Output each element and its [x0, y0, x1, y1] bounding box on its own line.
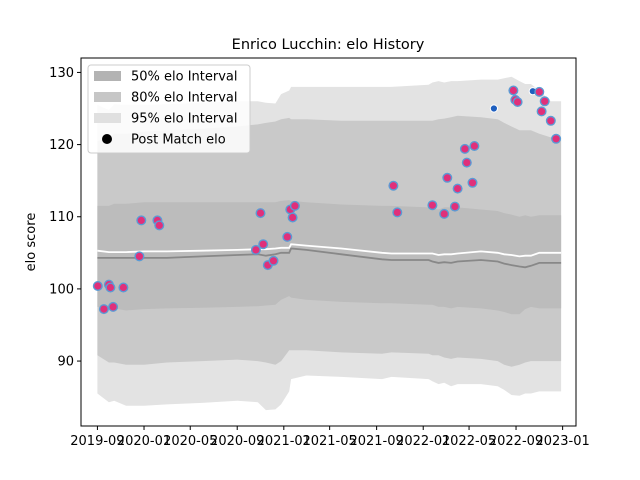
median-line: [97, 247, 562, 269]
y-axis: 90 100 110 120 130: [49, 66, 81, 370]
x-tick-label: 2021-05: [302, 434, 356, 449]
legend-box: [87, 64, 251, 154]
legend-swatch: [94, 113, 121, 123]
post-match-point: [105, 282, 116, 293]
legend-marker: [102, 134, 112, 144]
post-match-point: [134, 251, 145, 262]
post-match-point: [98, 304, 109, 315]
x-tick-label: 2020-01: [117, 434, 171, 449]
x-tick-label: 2022-05: [442, 434, 496, 449]
x-tick-label: 2022-09: [489, 434, 543, 449]
y-tick-label: 110: [49, 210, 74, 225]
x-axis: 2019-092020-012020-052020-092021-012021-…: [70, 426, 590, 449]
chart-title: Enrico Lucchin: elo History: [232, 37, 425, 53]
post-match-point: [469, 140, 480, 151]
y-axis-label: elo score: [24, 213, 39, 272]
y-tick-label: 120: [49, 138, 74, 153]
post-match-point: [551, 133, 562, 144]
band-50: [97, 200, 562, 315]
post-match-point: [534, 86, 545, 97]
legend: 50% elo Interval 80% elo Interval 95% elo …: [87, 64, 251, 154]
post-match-point: [118, 282, 129, 293]
post-match-point: [136, 215, 147, 226]
post-match-point: [512, 96, 523, 107]
post-match-point: [258, 239, 269, 250]
x-tick-label: 2020-05: [163, 434, 217, 449]
post-match-point: [268, 255, 279, 266]
legend-swatch: [94, 92, 121, 102]
plot-area: [92, 76, 562, 411]
post-match-point: [108, 301, 119, 312]
post-match-point: [489, 104, 498, 113]
x-tick-label: 2021-09: [349, 434, 403, 449]
post-match-point: [461, 157, 472, 168]
y-tick-label: 130: [49, 66, 74, 81]
plot-frame: [80, 57, 577, 427]
post-match-point: [536, 106, 547, 117]
post-match-point: [439, 208, 450, 219]
y-tick-label: 100: [49, 282, 74, 297]
mean-line: [97, 243, 562, 258]
post-match-point: [449, 201, 460, 212]
post-match-point: [287, 212, 298, 223]
post-match-point: [442, 172, 453, 183]
post-match-point: [539, 96, 550, 107]
post-match-point: [92, 281, 103, 292]
x-tick-label: 2023-01: [535, 434, 589, 449]
legend-label: 50% elo Interval: [131, 70, 238, 85]
post-match-point: [392, 207, 403, 218]
post-match-point: [508, 85, 519, 96]
post-match-point: [545, 115, 556, 126]
post-match-point: [255, 208, 266, 219]
x-tick-label: 2020-09: [210, 434, 264, 449]
post-match-point: [452, 183, 463, 194]
x-tick-label: 2022-01: [396, 434, 450, 449]
post-match-point: [250, 244, 261, 255]
post-match-point: [467, 177, 478, 188]
legend-label: 95% elo Interval: [131, 112, 238, 127]
post-match-point: [154, 220, 165, 231]
legend-label: Post Match elo: [131, 133, 226, 148]
x-tick-label: 2021-01: [257, 434, 311, 449]
post-match-point: [427, 200, 438, 211]
post-match-point: [289, 200, 300, 211]
x-tick-label: 2019-09: [70, 434, 124, 449]
post-match-point: [282, 231, 293, 242]
y-tick-label: 90: [57, 355, 74, 370]
post-match-point: [388, 180, 399, 191]
legend-label: 80% elo Interval: [131, 91, 238, 106]
post-match-point: [459, 143, 470, 154]
legend-swatch: [94, 71, 121, 81]
